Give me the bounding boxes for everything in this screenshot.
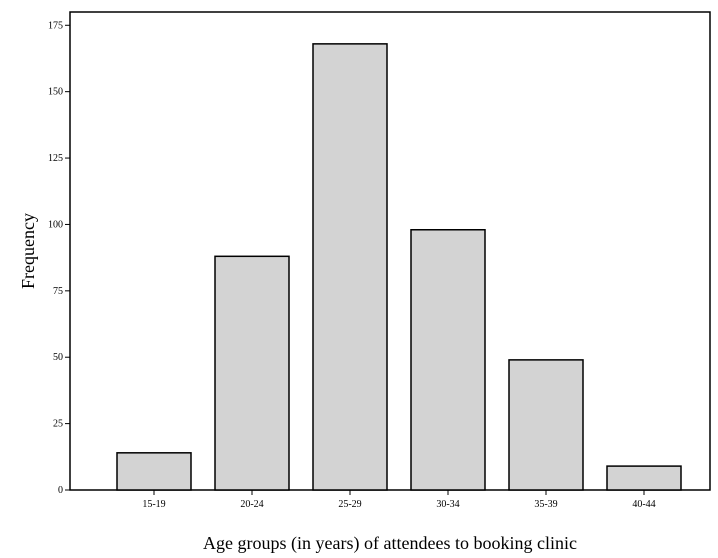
y-tick-label: 50	[53, 352, 63, 363]
y-tick-label: 175	[48, 20, 63, 31]
x-axis-ticks: 15-19 20-24 25-29 30-34 35-39 40-44	[142, 490, 656, 510]
y-tick-label: 0	[58, 485, 63, 496]
x-axis-title: Age groups (in years) of attendees to bo…	[203, 533, 577, 554]
x-tick-label: 25-29	[338, 499, 361, 510]
plot-frame	[69, 11, 711, 491]
bar-30-34	[410, 229, 486, 491]
bars	[116, 43, 682, 491]
y-axis-title: Frequency	[18, 213, 38, 289]
y-tick-label: 150	[48, 87, 63, 98]
bar-25-29	[312, 43, 388, 491]
bar-20-24	[214, 255, 290, 491]
bar-35-39	[508, 359, 584, 491]
bar-15-19	[116, 452, 192, 491]
y-tick-label: 75	[53, 286, 63, 297]
x-tick-label: 15-19	[142, 499, 165, 510]
y-tick-label: 25	[53, 419, 63, 430]
x-tick-label: 40-44	[632, 499, 655, 510]
y-tick-label: 100	[48, 219, 63, 230]
y-axis-ticks: 0 25 50 75 100 125 150 175	[48, 20, 70, 496]
x-tick-label: 20-24	[240, 499, 263, 510]
y-tick-label: 125	[48, 153, 63, 164]
x-tick-label: 35-39	[534, 499, 557, 510]
x-tick-label: 30-34	[436, 499, 459, 510]
bar-40-44	[606, 465, 682, 491]
